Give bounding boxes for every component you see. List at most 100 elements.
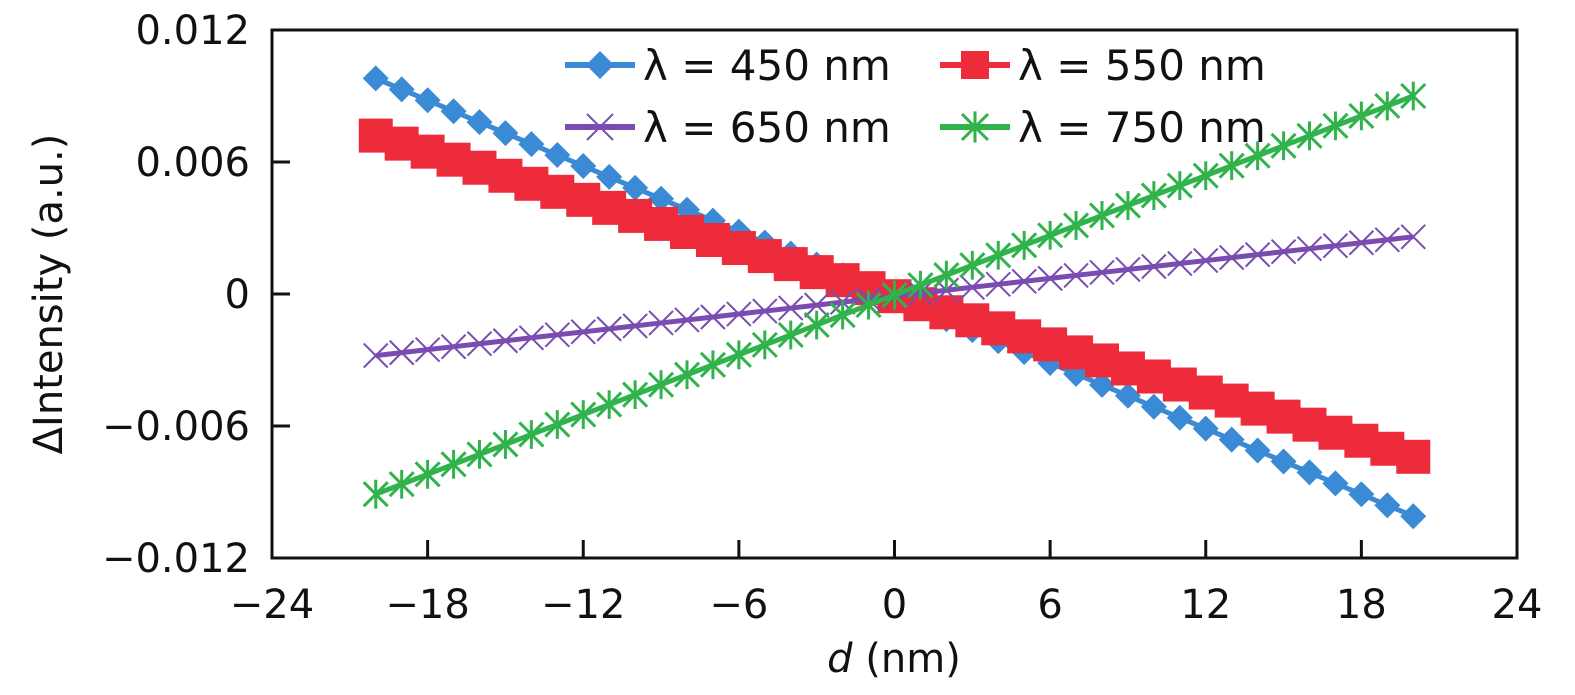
- star-marker: [1348, 101, 1375, 131]
- legend-item: λ = 450 nm: [565, 41, 891, 90]
- x-marker: [1089, 259, 1115, 286]
- x-marker: [1270, 238, 1297, 265]
- star-marker: [985, 240, 1012, 270]
- x-tick-label: 0: [882, 582, 907, 628]
- y-tick-label: 0.012: [135, 8, 250, 54]
- x-marker: [440, 333, 467, 360]
- x-marker: [648, 310, 674, 336]
- y-axis-label: ΔIntensity (a.u.): [26, 134, 72, 455]
- x-marker: [700, 304, 726, 330]
- x-marker: [466, 331, 493, 357]
- star-marker: [1088, 201, 1116, 230]
- legend-label: λ = 550 nm: [1018, 41, 1266, 90]
- diamond-marker: [1089, 371, 1115, 398]
- star-marker: [1218, 151, 1245, 181]
- star-marker: [855, 290, 882, 320]
- x-marker: [363, 342, 389, 369]
- x-marker: [1141, 253, 1167, 280]
- diamond-marker: [586, 51, 614, 79]
- star-marker: [1166, 171, 1193, 200]
- x-marker: [596, 316, 622, 342]
- y-tick-label: −0.006: [102, 404, 250, 450]
- diamond-marker: [1374, 492, 1401, 519]
- x-marker: [1296, 235, 1323, 262]
- legend-item: λ = 550 nm: [940, 41, 1266, 90]
- diamond-marker: [570, 152, 597, 179]
- star-marker: [933, 260, 960, 290]
- star-marker: [622, 380, 649, 410]
- x-marker: [1037, 265, 1063, 292]
- star-marker: [1140, 181, 1167, 210]
- x-tick-label: −24: [230, 582, 314, 628]
- star-marker: [1114, 191, 1142, 220]
- diamond-marker: [1218, 426, 1245, 453]
- x-marker: [1374, 227, 1401, 253]
- x-marker: [726, 301, 752, 327]
- star-marker: [362, 479, 389, 509]
- diamond-marker: [1166, 404, 1193, 431]
- star-marker: [518, 420, 545, 449]
- diamond-marker: [1322, 470, 1349, 497]
- diamond-marker: [596, 163, 623, 190]
- star-marker: [1400, 81, 1427, 111]
- x-marker: [778, 295, 804, 321]
- star-marker: [388, 469, 415, 499]
- diamond-marker: [648, 185, 675, 212]
- x-marker: [622, 313, 648, 339]
- y-tick-label: 0: [225, 272, 250, 318]
- diamond-marker: [1348, 481, 1375, 508]
- series-750: [362, 81, 1427, 509]
- star-marker: [1322, 111, 1349, 141]
- x-marker: [1167, 250, 1193, 277]
- diamond-marker: [362, 65, 389, 92]
- star-marker: [907, 270, 934, 300]
- diamond-marker: [1296, 459, 1323, 486]
- diamond-marker: [388, 76, 415, 103]
- diamond-marker: [440, 98, 467, 125]
- x-marker: [1244, 241, 1271, 268]
- diamond-marker: [544, 142, 571, 169]
- star-marker: [648, 370, 675, 400]
- diamond-marker: [1140, 393, 1167, 420]
- x-tick-label: 6: [1037, 582, 1062, 628]
- legend-item: λ = 750 nm: [940, 103, 1266, 152]
- diamond-marker: [492, 120, 519, 147]
- star-marker: [570, 400, 597, 429]
- star-marker: [959, 250, 986, 280]
- x-marker: [1218, 244, 1245, 271]
- star-marker: [596, 390, 623, 420]
- x-tick-label: 12: [1180, 582, 1231, 628]
- square-marker: [1396, 439, 1431, 474]
- diamond-marker: [518, 131, 545, 158]
- x-marker: [1115, 256, 1141, 283]
- x-marker: [388, 339, 415, 366]
- star-marker: [1037, 220, 1064, 250]
- x-marker: [959, 274, 986, 300]
- x-marker: [544, 322, 571, 348]
- diamond-marker: [1114, 382, 1141, 409]
- star-marker: [1244, 141, 1271, 171]
- y-tick-label: 0.006: [135, 140, 250, 186]
- x-marker: [1063, 262, 1089, 289]
- x-marker: [570, 319, 596, 345]
- x-marker: [492, 328, 519, 354]
- star-marker: [803, 310, 830, 340]
- legend-item: λ = 650 nm: [565, 103, 891, 152]
- x-tick-label: −6: [709, 582, 768, 628]
- x-tick-label: 24: [1492, 582, 1543, 628]
- x-marker: [1322, 233, 1349, 259]
- diamond-marker: [414, 87, 441, 114]
- diamond-marker: [1400, 503, 1427, 530]
- star-marker: [673, 360, 701, 390]
- legend-label: λ = 650 nm: [643, 103, 891, 152]
- square-marker: [961, 51, 989, 79]
- star-marker: [751, 330, 778, 360]
- x-marker: [1011, 268, 1037, 295]
- x-tick-label: 18: [1336, 582, 1387, 628]
- x-axis-label: d (nm): [827, 636, 961, 682]
- diamond-marker: [622, 174, 649, 201]
- star-marker: [960, 111, 990, 143]
- star-marker: [829, 300, 856, 330]
- diamond-marker: [1244, 437, 1271, 464]
- x-marker: [803, 292, 830, 318]
